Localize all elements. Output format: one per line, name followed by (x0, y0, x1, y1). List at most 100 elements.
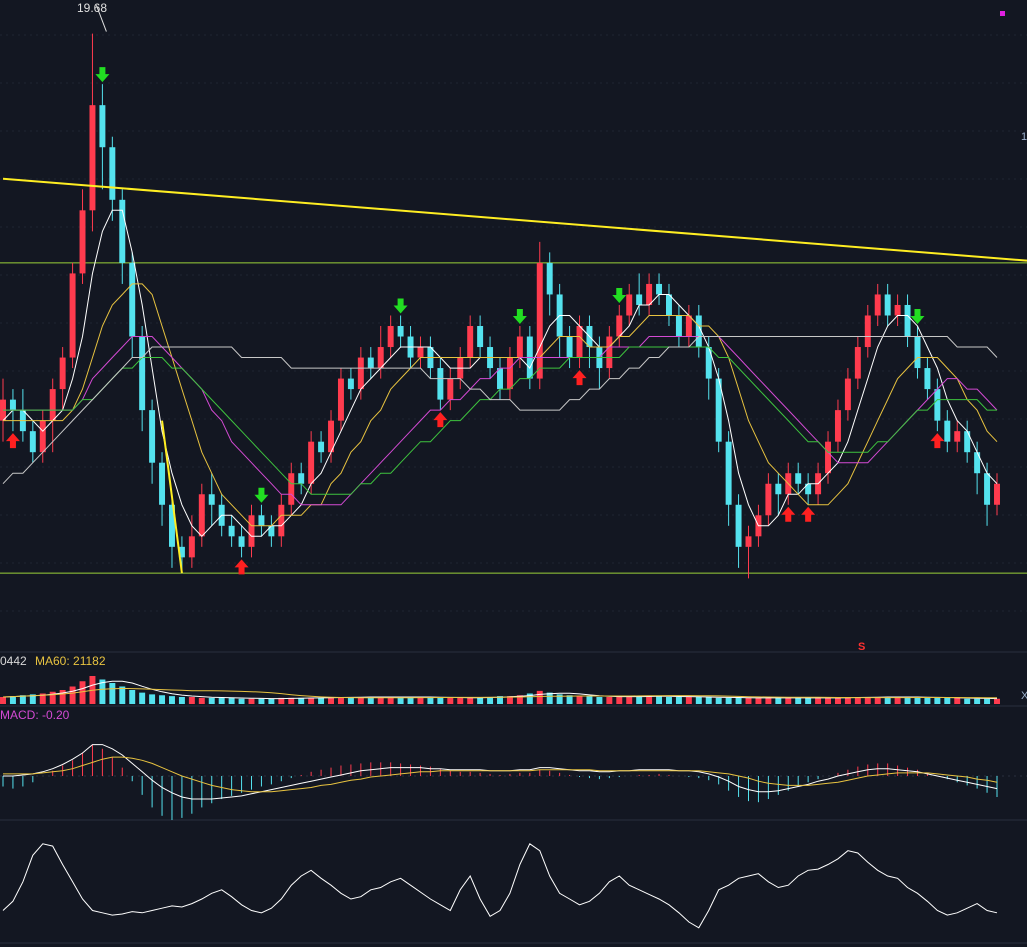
volume-bar (49, 691, 56, 704)
sell-arrow-icon (95, 67, 110, 83)
candle-body (994, 483, 1000, 505)
descending-trendline (2, 177, 1027, 262)
window-corner-indicator-icon[interactable] (1000, 11, 1005, 16)
buy-arrow-icon (433, 412, 448, 428)
volume-bar (536, 690, 543, 704)
volume-bar (884, 697, 891, 704)
volume-bar (0, 697, 6, 704)
candle-body (238, 536, 245, 547)
volume-bar (139, 692, 146, 704)
candle-body (864, 315, 871, 348)
candle-body (924, 368, 931, 390)
right-edge-close-label: X (1021, 690, 1027, 702)
volume-bar (288, 697, 295, 704)
peak-price-label: 19.68 (77, 1, 108, 15)
volume-ma60-line (2, 687, 997, 699)
price-panel[interactable] (0, 5, 1027, 579)
volume-bar (357, 697, 364, 704)
candle-body (278, 504, 285, 537)
candle-body (506, 357, 513, 390)
candle-body (646, 283, 653, 305)
candle-body (29, 431, 36, 453)
candle-body (119, 199, 126, 263)
candle-body (775, 483, 782, 495)
volume-bar (427, 697, 434, 704)
volume-bar (815, 697, 822, 704)
candle-body (497, 368, 503, 390)
volume-bar (705, 697, 712, 704)
candle-body (198, 494, 205, 537)
volume-bar (844, 697, 851, 704)
candle-body (308, 441, 315, 484)
right-edge-axis-label: 1 (1021, 131, 1027, 143)
candlesticks[interactable] (0, 33, 1000, 579)
volume-bar (208, 697, 215, 704)
volume-bar (387, 697, 394, 704)
sell-arrow-icon (254, 487, 269, 503)
trendline-layer (2, 5, 1027, 574)
candle-body (109, 147, 116, 200)
candle-body (695, 315, 702, 348)
candle-body (854, 347, 861, 379)
volume-bar (805, 697, 812, 704)
volume-bar (675, 697, 682, 704)
drop-trendline (161, 420, 183, 574)
candle-body (725, 441, 732, 505)
candle-body (745, 536, 752, 547)
volume-bar (337, 697, 344, 704)
volume-value-label: 0442 (0, 654, 27, 668)
candle-body (536, 262, 543, 379)
volume-bar (636, 696, 643, 704)
volume-bar (79, 681, 86, 704)
sell-arrow-icon (512, 309, 527, 324)
oscillator-panel[interactable] (2, 843, 998, 929)
volume-bar (198, 697, 205, 704)
candle-body (616, 315, 623, 337)
volume-bar (268, 698, 275, 704)
volume-bar (178, 697, 185, 704)
s-signal-marker: S (858, 641, 866, 653)
candle-body (417, 347, 424, 358)
candle-body (89, 105, 96, 211)
volume-bar (874, 697, 881, 704)
volume-bar (526, 693, 533, 704)
volume-bar (904, 697, 911, 704)
volume-bar (347, 697, 354, 704)
candle-body (705, 347, 712, 379)
candle-body (467, 326, 474, 358)
macd-value-label: MACD: -0.20 (0, 708, 70, 722)
candle-body (914, 336, 921, 369)
volume-bar (715, 697, 722, 704)
volume-bar (924, 697, 931, 704)
candle-body (228, 525, 235, 537)
volume-bar (119, 686, 126, 704)
peak-pointer (95, 5, 107, 32)
candle-body (904, 304, 911, 337)
candle-body (357, 357, 364, 390)
volume-bar (596, 697, 603, 704)
candle-body (805, 483, 812, 495)
candle-body (626, 294, 633, 316)
volume-bar (9, 696, 16, 704)
volume-bar (894, 697, 901, 704)
volume-bar (964, 698, 971, 704)
volume-bar (685, 697, 692, 704)
volume-panel[interactable] (0, 676, 1000, 704)
candle-body (636, 294, 643, 305)
candle-body (288, 473, 295, 505)
volume-bar (19, 695, 26, 704)
buy-arrow-icon (5, 433, 20, 449)
volume-bar (695, 697, 702, 704)
candle-body (715, 378, 722, 442)
candle-body (208, 494, 215, 505)
volume-bar (377, 697, 384, 704)
volume-bar (934, 697, 941, 704)
volume-bar (497, 696, 503, 704)
candle-body (884, 294, 891, 316)
volume-bar (914, 697, 921, 704)
candle-body (188, 536, 195, 558)
volume-bar (467, 697, 474, 704)
macd-panel[interactable] (2, 744, 998, 820)
volume-bar (258, 698, 265, 704)
